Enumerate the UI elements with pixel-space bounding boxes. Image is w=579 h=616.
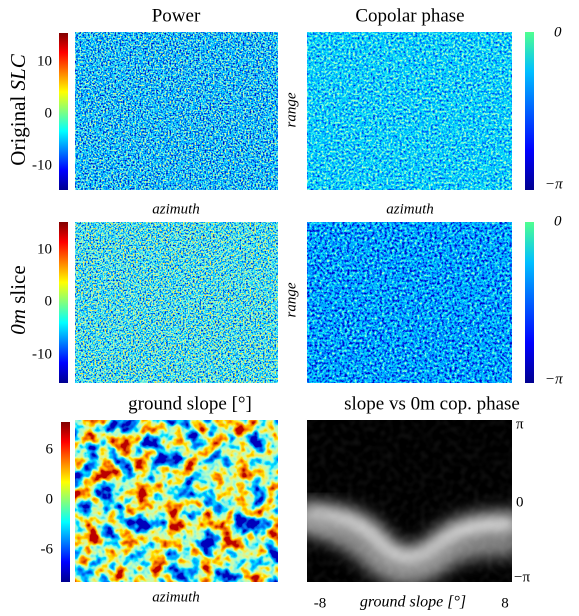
power-image (75, 222, 278, 383)
y-tick-label: −π (514, 569, 530, 585)
y-tick-label: π (516, 416, 524, 432)
colorbar-tick: −π (545, 371, 563, 387)
colorbar-tick: -6 (41, 541, 54, 557)
axis-label: azimuth (386, 201, 434, 217)
colorbar-tick: 6 (46, 441, 54, 457)
row-label-text: Original (6, 96, 30, 166)
slope-image (75, 420, 278, 582)
colorbar-tick: 0 (45, 293, 53, 309)
colorbar-tick: -10 (32, 157, 52, 173)
colorbar-tick: 0 (554, 213, 562, 229)
power-image (75, 32, 278, 190)
colorbar-tick: -10 (32, 346, 52, 362)
row-label-italic: 0m (6, 309, 30, 335)
panel-title: slope vs 0m cop. phase (344, 393, 520, 414)
colorbar (59, 222, 68, 383)
axis-label: range (283, 282, 299, 317)
row-label: Original SLC (6, 53, 30, 165)
row-label: 0m slice (6, 265, 30, 334)
colorbar (61, 422, 70, 582)
column-title: Power (152, 5, 201, 26)
phase-image (307, 32, 512, 190)
x-tick-label: -8 (314, 595, 327, 611)
column-title: Copolar phase (355, 5, 464, 26)
colorbar-tick: 10 (37, 241, 52, 257)
colorbar-tick: −π (545, 176, 563, 192)
colorbar (525, 222, 534, 383)
colorbar-tick: 0 (554, 24, 562, 40)
colorbar-tick: 10 (37, 53, 52, 69)
colorbar (525, 32, 534, 190)
colorbar (59, 33, 68, 190)
histogram-image (307, 420, 512, 582)
axis-label: range (283, 92, 299, 127)
x-tick-label: 8 (501, 595, 509, 611)
colorbar-tick: 0 (45, 105, 53, 121)
axis-label: azimuth (152, 589, 200, 605)
panel-title: ground slope [°] (128, 393, 252, 414)
phase-image (307, 222, 512, 383)
colorbar-tick: 0 (46, 491, 54, 507)
y-tick-label: 0 (516, 494, 524, 510)
row-label-italic: SLC (6, 53, 30, 90)
row-label-text: slice (6, 265, 30, 303)
axis-label: azimuth (152, 201, 200, 217)
axis-label: ground slope [°] (360, 594, 466, 611)
